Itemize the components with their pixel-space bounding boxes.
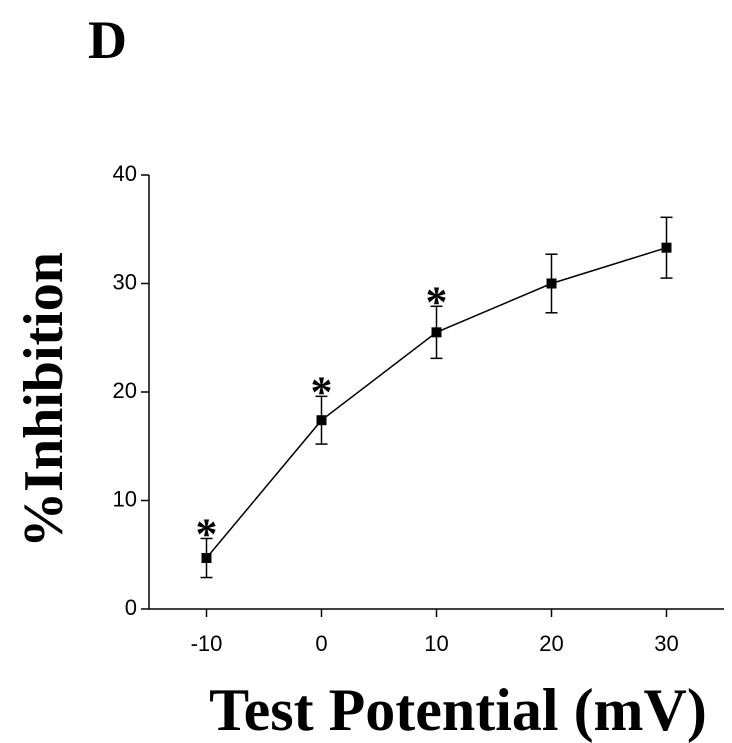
y-tick-label: 40 xyxy=(113,161,137,186)
panel-label: D xyxy=(88,10,127,70)
x-axis-label: Test Potential (mV) xyxy=(209,677,707,743)
x-tick-label: 20 xyxy=(539,631,563,656)
significance-marker: * xyxy=(311,367,333,416)
x-tick-label: 10 xyxy=(424,631,448,656)
y-tick-label: 20 xyxy=(113,378,137,403)
significance-marker: * xyxy=(196,509,218,558)
x-tick-label: 0 xyxy=(315,631,327,656)
marker xyxy=(431,327,442,338)
significance-marker: * xyxy=(426,277,448,326)
marker xyxy=(661,242,672,253)
y-tick-label: 10 xyxy=(113,486,137,511)
x-tick-label: 30 xyxy=(654,631,678,656)
marker xyxy=(201,553,212,564)
y-tick-label: 30 xyxy=(113,269,137,294)
x-tick-label: -10 xyxy=(191,631,223,656)
y-axis-label: %Inhibition xyxy=(13,252,75,548)
marker xyxy=(316,415,327,426)
y-tick-label: 0 xyxy=(125,595,137,620)
marker xyxy=(546,278,557,289)
